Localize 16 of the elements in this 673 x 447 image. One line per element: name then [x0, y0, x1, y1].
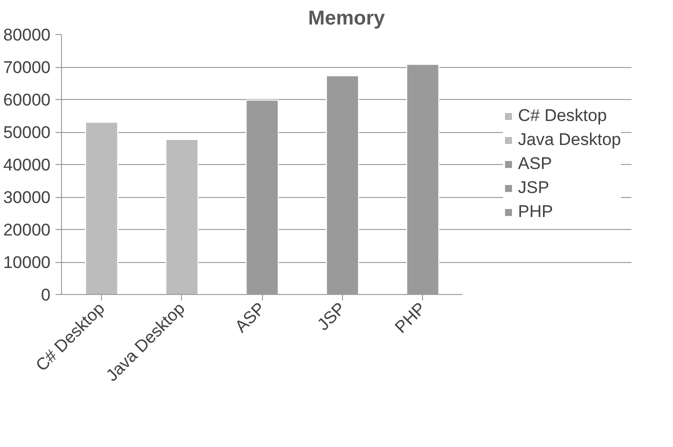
y-tick-label: 0 — [41, 286, 51, 304]
y-tick-label: 10000 — [3, 253, 51, 272]
legend-label: Java Desktop — [518, 130, 621, 150]
y-tick-label: 70000 — [3, 58, 51, 77]
legend-label: JSP — [518, 178, 550, 198]
legend-label: PHP — [518, 202, 553, 222]
legend-label: C# Desktop — [518, 106, 607, 126]
y-tick-label: 30000 — [3, 188, 51, 207]
y-tick-label: 80000 — [3, 26, 51, 44]
legend-label: ASP — [518, 154, 552, 174]
x-tick-label: JSP — [314, 298, 350, 334]
y-tick-label: 20000 — [3, 220, 51, 240]
chart-title: Memory — [308, 8, 386, 30]
y-tick-label: 40000 — [3, 156, 51, 174]
y-tick-label: 60000 — [3, 90, 51, 110]
y-tick-label: 50000 — [3, 123, 51, 142]
